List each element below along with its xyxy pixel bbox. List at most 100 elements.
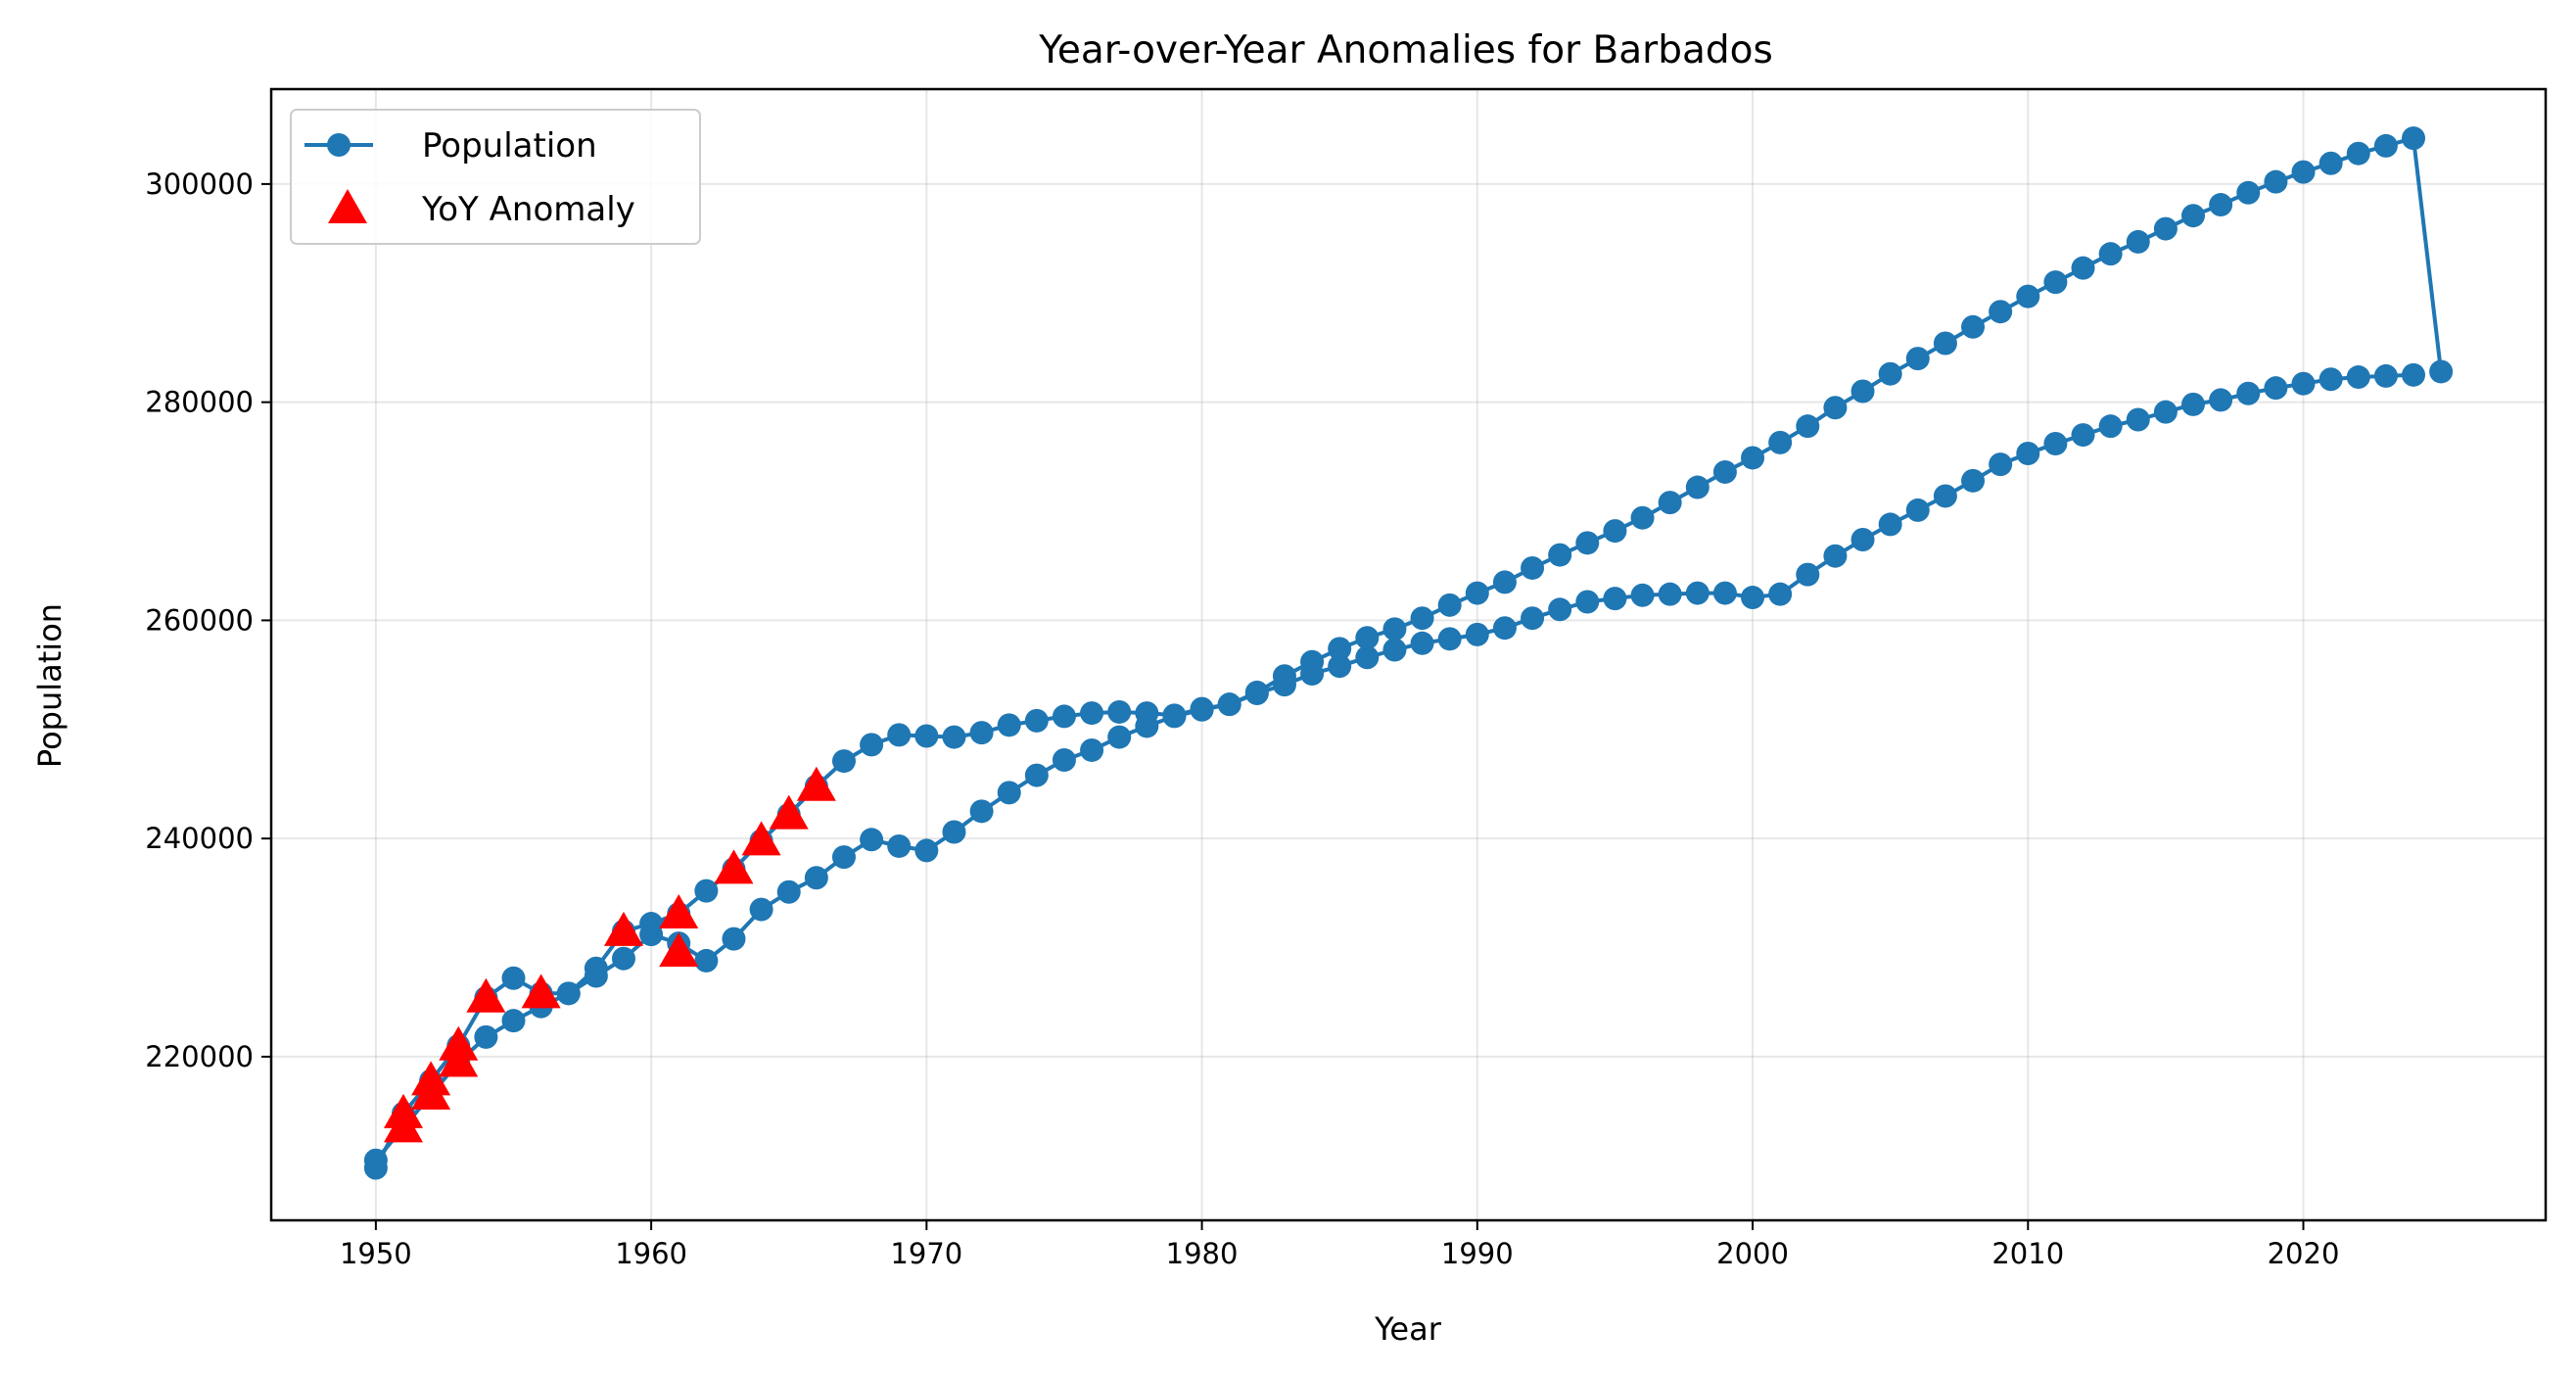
population-point [1658, 491, 1682, 515]
population-point [2098, 414, 2123, 439]
series-layer [363, 126, 2454, 1180]
y-tick-label: 280000 [145, 386, 254, 419]
x-tick-label: 1980 [1166, 1237, 1239, 1270]
population-point [1328, 654, 1352, 679]
population-point [2043, 431, 2068, 455]
population-point [1630, 505, 1655, 530]
population-point [1521, 555, 1545, 580]
population-point [1933, 484, 1957, 508]
population-point [1685, 581, 1710, 605]
y-tick-label: 220000 [145, 1040, 254, 1073]
population-point [1107, 699, 1132, 724]
x-tick-label: 1960 [615, 1237, 687, 1270]
population-point [1272, 664, 1296, 689]
population-point [1741, 446, 1765, 470]
population-point [831, 845, 856, 870]
population-point [1355, 626, 1380, 650]
population-point [1630, 583, 1655, 607]
population-point [1878, 361, 1902, 386]
population-point [860, 828, 884, 852]
population-point [1712, 581, 1737, 605]
population-point [1741, 586, 1765, 610]
population-point [887, 723, 912, 747]
population-point [2209, 193, 2233, 217]
population-point [1933, 331, 1957, 356]
population-point [2153, 400, 2178, 424]
population-point [584, 956, 608, 980]
population-point [1492, 616, 1517, 641]
anomaly-marker [659, 894, 699, 929]
population-point [1437, 593, 1462, 617]
population-point [804, 866, 828, 890]
population-point [1052, 747, 1076, 772]
population-point [2181, 204, 2206, 228]
population-point [2346, 365, 2370, 390]
population-point [2236, 180, 2261, 205]
population-point [1465, 622, 1489, 646]
population-point [1712, 459, 1737, 484]
x-tick-label: 1990 [1441, 1237, 1514, 1270]
population-point [1603, 519, 1627, 544]
population-point [1823, 396, 1848, 420]
population-point [1052, 704, 1076, 729]
population-point [2126, 407, 2150, 432]
population-point [1850, 527, 1875, 551]
population-point [914, 724, 939, 748]
plot-frame [269, 87, 2548, 1222]
population-point [363, 1156, 388, 1180]
population-point [2181, 392, 2206, 416]
population-point [1162, 703, 1187, 728]
legend-box [290, 109, 701, 245]
legend-anomaly-label: YoY Anomaly [421, 190, 635, 229]
population-point [1080, 737, 1104, 762]
population-point [694, 879, 719, 903]
population-point [501, 966, 526, 990]
population-point [1437, 627, 1462, 651]
anomaly-marker [796, 766, 836, 801]
anomaly-marker [439, 1025, 479, 1061]
population-point [1465, 581, 1489, 605]
population-point [2373, 363, 2398, 388]
population-point [1328, 637, 1352, 661]
population-point [942, 725, 966, 749]
anomaly-marker [521, 974, 561, 1009]
population-point [1878, 512, 1902, 537]
population-point [997, 713, 1021, 737]
population-point [1658, 582, 1682, 606]
anomaly-marker [741, 821, 781, 856]
population-point [2071, 256, 2095, 280]
legend-anomaly-marker [328, 189, 367, 223]
population-point [1575, 531, 1600, 555]
population-point [2043, 270, 2068, 295]
anomaly-marker [769, 794, 809, 830]
population-point [1410, 606, 1434, 631]
population-point [1217, 692, 1241, 717]
population-point [1548, 597, 1572, 622]
population-point [1905, 347, 1930, 371]
population-point [1989, 300, 2013, 324]
grid [271, 89, 2546, 1220]
population-point [2016, 284, 2040, 309]
y-axis-label: Population [31, 603, 69, 768]
population-point [1796, 414, 1820, 439]
y-tick-label: 260000 [145, 603, 254, 637]
population-point [1685, 475, 1710, 499]
population-point [474, 1024, 498, 1049]
population-point [2236, 381, 2261, 405]
x-tick-label: 1970 [890, 1237, 962, 1270]
population-point [611, 946, 635, 971]
population-point [2291, 160, 2316, 184]
population-point [1382, 617, 1407, 641]
population-point [776, 879, 801, 904]
population-point [1107, 725, 1132, 749]
population-point [1961, 468, 1986, 493]
population-point [639, 912, 664, 936]
population-point [1768, 430, 1793, 454]
population-point [997, 781, 1021, 805]
population-point [2264, 169, 2288, 194]
population-point [694, 948, 719, 973]
population-point [1768, 582, 1793, 606]
anomaly-marker [714, 849, 754, 884]
population-point [1492, 570, 1517, 594]
